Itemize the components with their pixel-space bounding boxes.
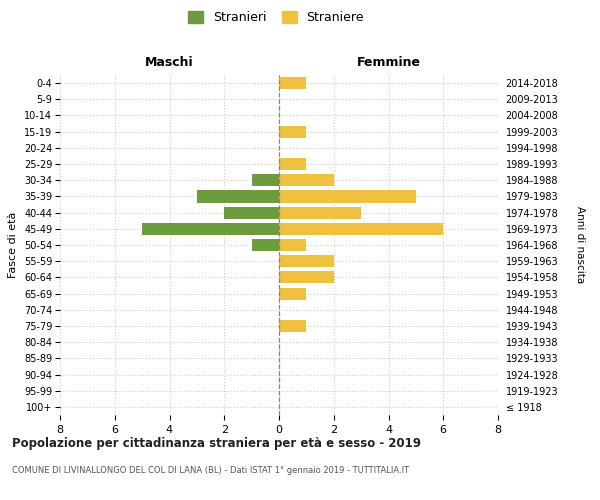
Y-axis label: Fasce di età: Fasce di età — [8, 212, 19, 278]
Bar — [279, 239, 307, 251]
Bar — [279, 174, 334, 186]
Bar — [224, 206, 279, 218]
Bar — [197, 190, 279, 202]
Bar — [279, 222, 443, 235]
Bar — [251, 174, 279, 186]
Bar — [279, 255, 334, 268]
Bar — [251, 239, 279, 251]
Text: COMUNE DI LIVINALLONGO DEL COL DI LANA (BL) - Dati ISTAT 1° gennaio 2019 - TUTTI: COMUNE DI LIVINALLONGO DEL COL DI LANA (… — [12, 466, 409, 475]
Bar — [279, 320, 307, 332]
Bar — [279, 190, 416, 202]
Text: Femmine: Femmine — [356, 56, 421, 68]
Bar — [279, 288, 307, 300]
Bar — [279, 206, 361, 218]
Y-axis label: Anni di nascita: Anni di nascita — [575, 206, 585, 284]
Bar — [279, 158, 307, 170]
Legend: Stranieri, Straniere: Stranieri, Straniere — [188, 11, 364, 24]
Bar — [279, 126, 307, 138]
Bar — [279, 77, 307, 89]
Bar — [142, 222, 279, 235]
Text: Popolazione per cittadinanza straniera per età e sesso - 2019: Popolazione per cittadinanza straniera p… — [12, 438, 421, 450]
Bar — [279, 272, 334, 283]
Text: Maschi: Maschi — [145, 56, 194, 68]
